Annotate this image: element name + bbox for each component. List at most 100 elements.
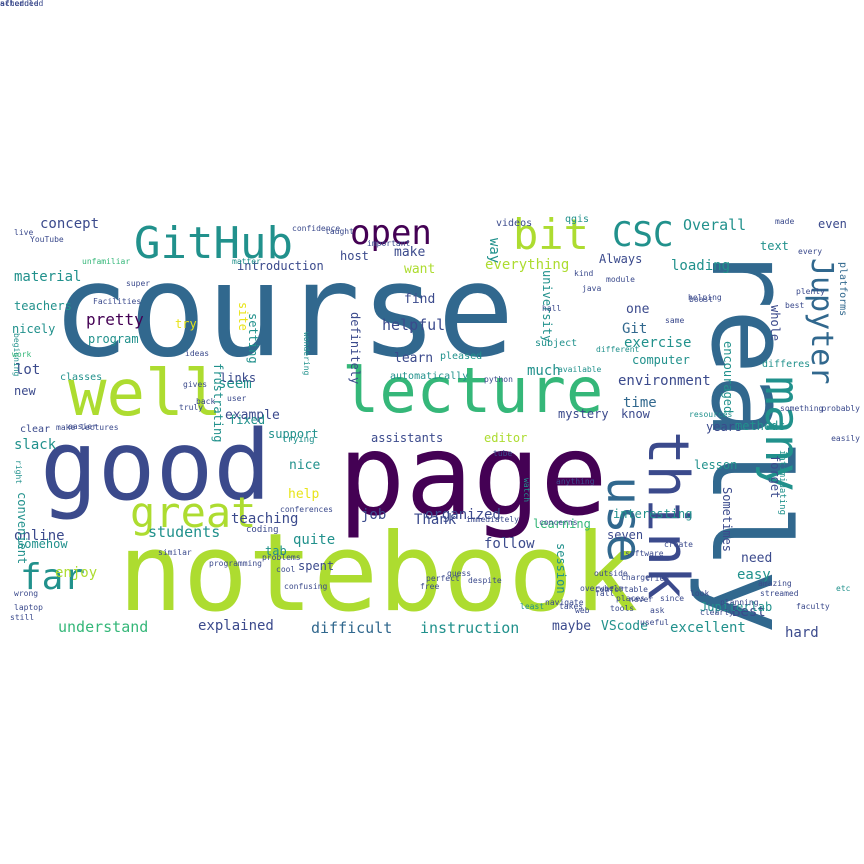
cloud-word: planning — [720, 598, 759, 607]
cloud-word: lecture — [342, 354, 604, 427]
cloud-word: comfortable — [595, 585, 648, 594]
cloud-word: know — [621, 407, 650, 421]
cloud-word: confidence — [292, 224, 341, 233]
cloud-word: laptop — [14, 603, 43, 612]
cloud-word: one — [626, 302, 650, 317]
cloud-word: problems — [262, 553, 301, 562]
cloud-word: attended — [0, 0, 39, 8]
cloud-word: classes — [60, 372, 103, 383]
cloud-word: whole — [768, 305, 782, 342]
cloud-word: live — [14, 228, 34, 237]
cloud-word: automatically — [390, 371, 469, 382]
cloud-word: online — [14, 528, 65, 544]
cloud-word: good — [40, 410, 272, 522]
cloud-word: intimidating — [777, 450, 787, 516]
cloud-word: loading — [671, 258, 731, 274]
cloud-word: tools — [610, 604, 635, 613]
cloud-word: definitely — [348, 312, 362, 385]
cloud-word: useful — [640, 618, 669, 627]
cloud-word: links — [220, 371, 257, 385]
cloud-word: charge — [621, 573, 650, 582]
cloud-word: same — [665, 316, 685, 325]
cloud-word: python — [484, 375, 513, 384]
cloud-word: interesting — [613, 507, 693, 521]
cloud-word: matter — [232, 257, 261, 266]
cloud-word: new — [14, 384, 36, 398]
cloud-word: encouraged — [721, 341, 735, 414]
cloud-word: editor — [484, 431, 528, 445]
cloud-word: easy — [737, 567, 771, 583]
cloud-word: perfect — [426, 574, 460, 583]
cloud-word: environment — [618, 373, 711, 389]
cloud-word: anything — [556, 477, 595, 486]
cloud-word: free — [420, 582, 440, 591]
cloud-word: super — [126, 279, 151, 288]
cloud-word: probably — [821, 404, 860, 413]
cloud-word: available — [558, 365, 602, 374]
cloud-word: takes — [559, 602, 584, 611]
cloud-word: help — [288, 487, 320, 502]
cloud-word: immediately — [466, 515, 519, 524]
cloud-word: great — [130, 488, 257, 537]
cloud-word: page — [338, 411, 608, 541]
cloud-word: fixed — [229, 413, 266, 427]
cloud-word: GitHub — [134, 218, 293, 269]
cloud-word: maybe — [552, 619, 592, 634]
cloud-word: web — [575, 606, 590, 615]
cloud-word: Sometimes — [720, 487, 734, 553]
cloud-word: site — [236, 302, 250, 331]
cloud-word: user — [227, 394, 247, 403]
cloud-word: programming — [209, 559, 262, 568]
cloud-word: software — [625, 549, 664, 558]
cloud-word: truly — [179, 403, 204, 412]
cloud-word: Thank — [414, 512, 457, 528]
cloud-word: support — [268, 427, 319, 441]
cloud-word: learn — [394, 351, 434, 366]
cloud-word: qgis — [565, 214, 590, 225]
cloud-word: ask — [650, 606, 665, 615]
cloud-word: make — [56, 423, 76, 432]
cloud-word: important — [367, 239, 411, 248]
cloud-word: overwhelm — [580, 584, 624, 593]
cloud-word: fall — [595, 589, 615, 598]
cloud-word: coding — [246, 525, 279, 535]
cloud-word: CSC — [612, 215, 674, 255]
cloud-word: exercise — [624, 335, 692, 351]
cloud-word: YouTube — [30, 235, 64, 244]
cloud-word: open — [350, 213, 432, 253]
cloud-word: tried — [645, 574, 670, 583]
cloud-word: organized — [425, 507, 501, 523]
cloud-word: easier — [68, 422, 97, 431]
cloud-word: amazing — [758, 579, 792, 588]
cloud-word: excellent — [670, 620, 746, 636]
cloud-word: something — [780, 404, 824, 413]
cloud-word: work — [12, 350, 32, 359]
cloud-word: everything — [485, 257, 570, 273]
cloud-word: example — [225, 408, 280, 423]
cloud-word: watch — [522, 478, 531, 503]
cloud-word: Always — [599, 252, 643, 266]
cloud-word: lot — [15, 362, 41, 378]
cloud-word: clearly — [700, 608, 734, 617]
cloud-word: job — [361, 507, 387, 523]
cloud-word: much — [527, 363, 561, 379]
cloud-word: convenient — [15, 492, 29, 565]
cloud-word: after — [0, 0, 25, 8]
cloud-word: introduction — [237, 259, 324, 273]
cloud-word: difficult — [311, 619, 393, 637]
cloud-word: far — [20, 557, 86, 598]
cloud-word: pretty — [86, 310, 144, 329]
cloud-word: VScode — [601, 619, 648, 634]
cloud-word: spent — [298, 559, 335, 573]
cloud-word: hard — [785, 625, 819, 641]
cloud-word: follow — [484, 536, 535, 552]
cloud-word: still — [10, 613, 35, 622]
cloud-word: teachers — [14, 299, 72, 313]
cloud-word: tube — [493, 449, 513, 458]
cloud-word: resources — [689, 410, 733, 419]
cloud-word: find — [404, 292, 436, 307]
cloud-word: material — [14, 269, 82, 285]
cloud-word: nicely — [12, 322, 56, 336]
cloud-word: computer — [632, 353, 690, 367]
